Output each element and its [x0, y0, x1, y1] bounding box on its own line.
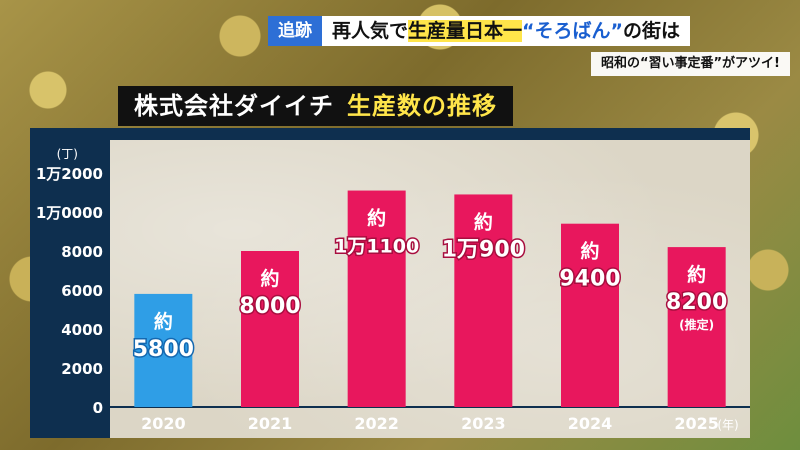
- bar-2023: [454, 194, 513, 407]
- x-tick-label: 2022: [354, 414, 399, 433]
- data-label-note: (推定): [679, 317, 714, 332]
- bar-2025: [667, 247, 726, 407]
- data-label-value: 5800: [133, 337, 194, 362]
- y-tick-label: 6000: [61, 282, 103, 300]
- data-label-value: 8200: [666, 290, 727, 315]
- bar-2022: [347, 190, 406, 407]
- x-tick-label: 2024: [568, 414, 613, 433]
- y-tick-label: 1万0000: [36, 204, 103, 222]
- bar-2021: [241, 251, 299, 407]
- y-tick-label: 1万2000: [36, 165, 103, 183]
- x-tick-label: 2020: [141, 414, 186, 433]
- bar-2020: [134, 293, 193, 407]
- data-label-prefix: 約: [367, 207, 386, 230]
- news-caption-top: 追跡 再人気で生産量日本一“そろばん”の街は: [268, 16, 691, 46]
- data-label-value: 1万1100: [334, 236, 419, 258]
- data-label-value: 1万900: [442, 237, 525, 262]
- chart-title: 株式会社ダイイチ 生産数の推移: [118, 86, 513, 126]
- data-label-value: 9400: [559, 267, 620, 292]
- data-label-prefix: 約: [154, 310, 173, 333]
- plot-area: [110, 140, 750, 438]
- caption-headline: 再人気で生産量日本一“そろばん”の街は: [322, 16, 691, 46]
- caption-label: 追跡: [268, 16, 322, 46]
- x-tick-label: 2023: [461, 414, 506, 433]
- data-label-prefix: 約: [474, 210, 493, 233]
- data-label-prefix: 約: [260, 267, 279, 290]
- chart-title-main: 株式会社ダイイチ: [134, 92, 334, 120]
- x-tick-label: 2025: [674, 414, 719, 433]
- headline-post: の街は: [623, 20, 681, 42]
- y-axis-unit: (丁): [57, 147, 78, 161]
- chart-title-accent: 生産数の推移: [347, 92, 497, 120]
- y-tick-label: 0: [93, 399, 103, 417]
- x-axis-unit: (年): [717, 418, 738, 432]
- y-tick-label: 8000: [61, 243, 103, 261]
- y-tick-label: 2000: [61, 360, 103, 378]
- data-label-value: 8000: [239, 294, 300, 319]
- bar-2024: [561, 223, 619, 407]
- y-tick-label: 4000: [61, 321, 103, 339]
- headline-highlight: 生産量日本一: [408, 20, 523, 42]
- headline-quote: “そろばん”: [522, 20, 624, 42]
- caption-subline: 昭和の“習い事定番”がアツイ!: [590, 52, 790, 76]
- data-label-prefix: 約: [580, 240, 599, 263]
- x-tick-label: 2021: [248, 414, 293, 433]
- data-label-prefix: 約: [687, 263, 706, 286]
- headline-pre: 再人気で: [332, 20, 409, 42]
